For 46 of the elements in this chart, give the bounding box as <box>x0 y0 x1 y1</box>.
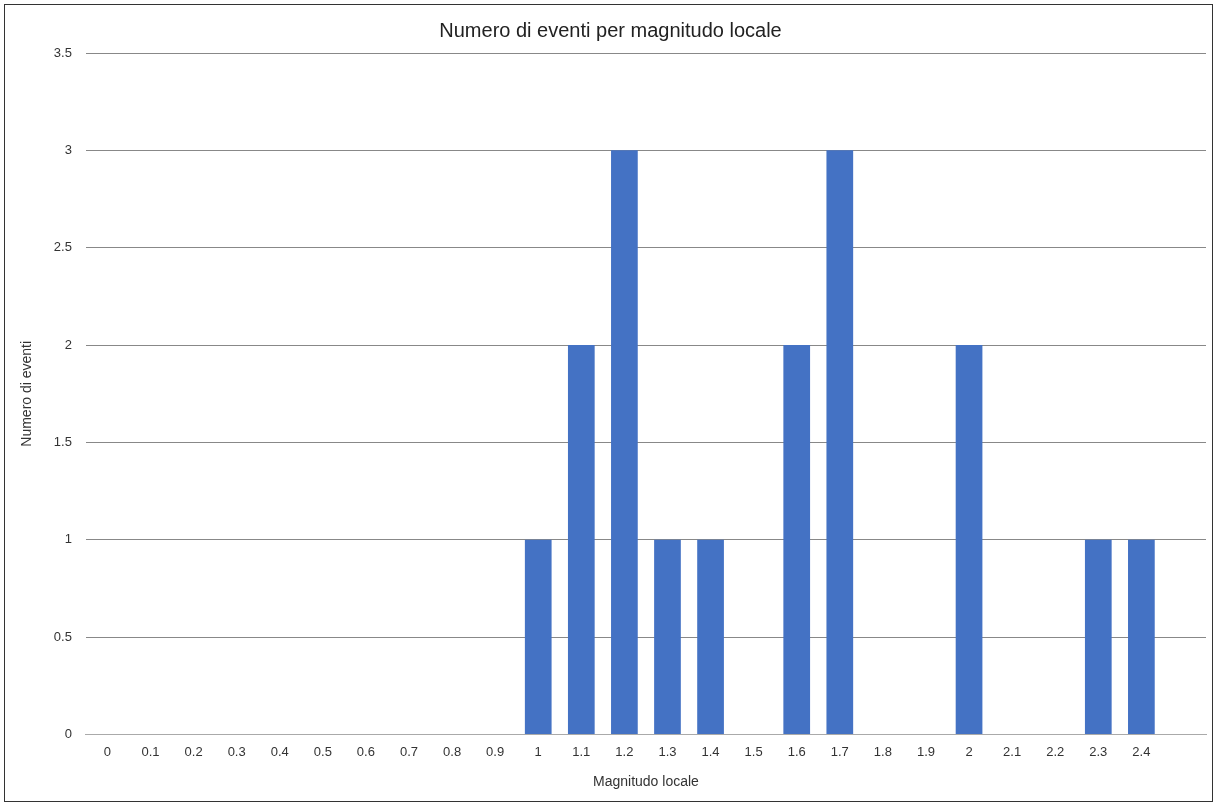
y-axis-title: Numero di eventi <box>18 340 35 447</box>
x-tick-label: 0.2 <box>184 743 203 759</box>
y-tick-label: 1 <box>64 531 72 547</box>
x-tick-label: 0.6 <box>356 743 375 759</box>
bar <box>1128 539 1155 735</box>
x-tick-label: 2 <box>965 743 973 759</box>
x-tick-label: 2.2 <box>1046 743 1065 759</box>
x-tick-label: 1.6 <box>787 743 806 759</box>
x-tick-label: 1.4 <box>701 743 720 759</box>
x-tick-label: 2.4 <box>1132 743 1151 759</box>
x-tick-label: 0.3 <box>227 743 246 759</box>
x-tick-label: 1.3 <box>658 743 677 759</box>
x-tick-label: 0.8 <box>443 743 462 759</box>
x-tick-label: 0.4 <box>270 743 289 759</box>
bar <box>524 539 552 735</box>
bar <box>1084 539 1112 735</box>
y-tick-label: 2.5 <box>53 239 72 255</box>
y-tick-label: 3.5 <box>53 44 72 60</box>
x-tick-label: 1 <box>534 743 542 759</box>
x-tick-label: 1.9 <box>916 743 936 759</box>
bar <box>955 345 983 735</box>
x-tick-label: 1.2 <box>615 743 634 759</box>
y-tick-label: 3 <box>64 141 72 157</box>
bar <box>697 539 724 735</box>
bar <box>611 150 638 735</box>
y-tick-label: 1.5 <box>53 434 72 450</box>
bar <box>826 150 854 735</box>
x-tick-label: 1.1 <box>572 743 591 759</box>
x-axis-title: Magnitudo locale <box>593 773 700 790</box>
bar <box>783 345 811 735</box>
x-tick-label: 0.1 <box>141 743 160 759</box>
x-tick-label: 0 <box>103 743 112 759</box>
x-tick-label: 1.8 <box>873 743 892 759</box>
x-tick-label: 1.5 <box>744 743 763 759</box>
chart-title: Numero di eventi per magnitudo locale <box>439 18 782 41</box>
x-tick-label: 2.1 <box>1003 743 1022 759</box>
y-tick-label: 2 <box>64 336 72 352</box>
x-tick-label: 2.3 <box>1089 743 1108 759</box>
bar <box>567 345 595 735</box>
x-tick-label: 0.7 <box>399 743 419 759</box>
y-tick-label: 0.5 <box>53 628 72 644</box>
x-tick-label: 1.7 <box>830 743 849 759</box>
x-tick-label: 0.9 <box>486 743 505 759</box>
x-tick-label: 0.5 <box>313 743 332 759</box>
bar <box>654 539 681 735</box>
y-tick-label: 0 <box>64 726 72 742</box>
